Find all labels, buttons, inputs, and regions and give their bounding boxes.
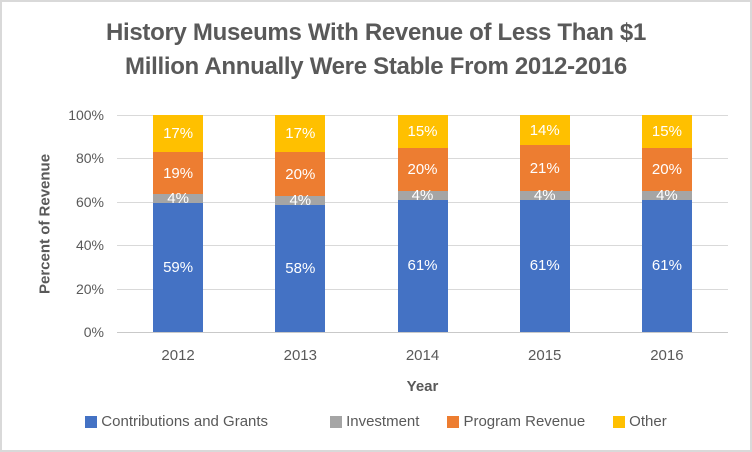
bar-segment-2013-contributions-and-grants: 58% [275, 204, 326, 332]
x-tick-label-2012: 2012 [161, 347, 195, 364]
bar-segment-2016-other: 15% [641, 115, 692, 148]
data-label: 19% [163, 164, 194, 182]
bar-segment-2012-investment: 4% [153, 189, 204, 207]
legend-label-investment: Investment [346, 413, 420, 430]
legend-swatch-program-revenue [447, 415, 460, 428]
plot-area: 59% 4% 19% 17% 58% 4% 20% 17% 61% 4% 20% 15% 61% 4% 21… [117, 115, 728, 333]
bar-segment-2015-program-revenue: 21% [519, 145, 570, 191]
legend-item-program-revenue: Program Revenue [447, 413, 585, 430]
y-tick-label-20: 20% [75, 280, 104, 297]
legend-label-contributions-and-grants: Contributions and Grants [101, 413, 269, 430]
chart-title-line2: Million Annually Were Stable From 2012-2… [125, 53, 627, 80]
bar-segment-2016-contributions-and-grants: 61% [641, 199, 692, 332]
bar-2015: 61% 4% 21% 14% [519, 115, 570, 332]
x-tick-label-2016: 2016 [650, 347, 684, 364]
bar-slot-2014: 61% 4% 20% 15% [361, 115, 483, 332]
bar-segment-2012-program-revenue: 19% [153, 152, 204, 194]
bar-segment-2014-other: 15% [397, 115, 448, 148]
legend-swatch-other [613, 415, 626, 428]
legend-item-contributions-and-grants: Contributions and Grants [85, 413, 268, 430]
data-label: 4% [411, 186, 434, 204]
data-label: 15% [651, 122, 682, 140]
bar-segment-2015-investment: 4% [519, 186, 570, 204]
bar-segment-2013-other: 17% [275, 115, 326, 153]
legend-label-other: Other [629, 413, 667, 430]
legend-swatch-contributions-and-grants [85, 415, 98, 428]
bar-segment-2014-investment: 4% [397, 186, 448, 204]
y-tick-label-80: 80% [75, 150, 104, 167]
bar-segment-2013-investment: 4% [275, 192, 326, 209]
y-axis-title: Percent of Revenue [36, 153, 54, 294]
y-tick-label-0: 0% [83, 324, 104, 340]
bar-2012: 59% 4% 19% 17% [153, 115, 204, 332]
data-label: 20% [407, 160, 438, 178]
x-tick-label-2014: 2014 [405, 347, 440, 364]
data-label: 4% [167, 189, 189, 207]
data-label: 17% [285, 125, 316, 143]
bar-slot-2012: 59% 4% 19% 17% [117, 115, 239, 332]
x-tick-label-2013: 2013 [283, 347, 317, 364]
data-label: 4% [289, 192, 312, 209]
bar-segment-2015-contributions-and-grants: 61% [519, 199, 570, 332]
data-label: 58% [285, 259, 316, 277]
data-label: 61% [407, 257, 438, 275]
y-tick-label-100: 100% [68, 107, 104, 123]
x-axis-title: Year [406, 378, 439, 395]
data-label: 15% [407, 122, 438, 140]
bar-segment-2012-other: 17% [153, 115, 204, 153]
data-label: 21% [529, 159, 560, 177]
x-tick-label-2015: 2015 [528, 347, 562, 364]
bar-slot-2015: 61% 4% 21% 14% [484, 115, 606, 332]
bar-segment-2012-contributions-and-grants: 59% [153, 202, 204, 332]
data-label: 61% [529, 257, 560, 275]
gridline-0 [117, 332, 728, 333]
data-label: 61% [651, 257, 682, 275]
x-axis-tick-labels: 2012 2013 2014 2015 2016 [117, 347, 728, 364]
legend-swatch-investment [330, 415, 343, 428]
data-label: 4% [656, 186, 678, 204]
bar-series: 59% 4% 19% 17% 58% 4% 20% 17% 61% 4% 20% 15% 61% 4% 21… [117, 115, 728, 332]
bar-segment-2014-program-revenue: 20% [397, 147, 448, 191]
data-label: 59% [163, 258, 194, 276]
chart-title: History Museums With Revenue of Less Tha… [2, 16, 750, 84]
data-label: 4% [533, 186, 556, 204]
legend: Contributions and Grants Investment Progra… [2, 413, 750, 430]
bar-slot-2013: 58% 4% 20% 17% [239, 115, 361, 332]
legend-label-program-revenue: Program Revenue [463, 413, 586, 430]
bar-2016: 61% 4% 20% 15% [641, 115, 692, 332]
bar-segment-2014-contributions-and-grants: 61% [397, 199, 448, 332]
bar-segment-2016-investment: 4% [641, 186, 692, 204]
bar-segment-2015-other: 14% [519, 115, 570, 146]
data-label: 17% [163, 125, 194, 143]
chart-title-line1: History Museums With Revenue of Less Tha… [105, 19, 647, 46]
data-label: 14% [529, 121, 560, 139]
legend-item-investment: Investment [330, 413, 419, 430]
legend-item-other: Other [613, 413, 667, 430]
data-label: 20% [285, 165, 316, 183]
data-label: 20% [651, 160, 682, 178]
bar-slot-2016: 61% 4% 20% 15% [606, 115, 728, 332]
bar-2014: 61% 4% 20% 15% [397, 115, 448, 332]
y-tick-label-40: 40% [75, 237, 104, 254]
bar-segment-2016-program-revenue: 20% [641, 147, 692, 191]
y-tick-label-60: 60% [75, 193, 104, 210]
bar-2013: 58% 4% 20% 17% [275, 115, 326, 332]
bar-segment-2013-program-revenue: 20% [275, 152, 326, 197]
